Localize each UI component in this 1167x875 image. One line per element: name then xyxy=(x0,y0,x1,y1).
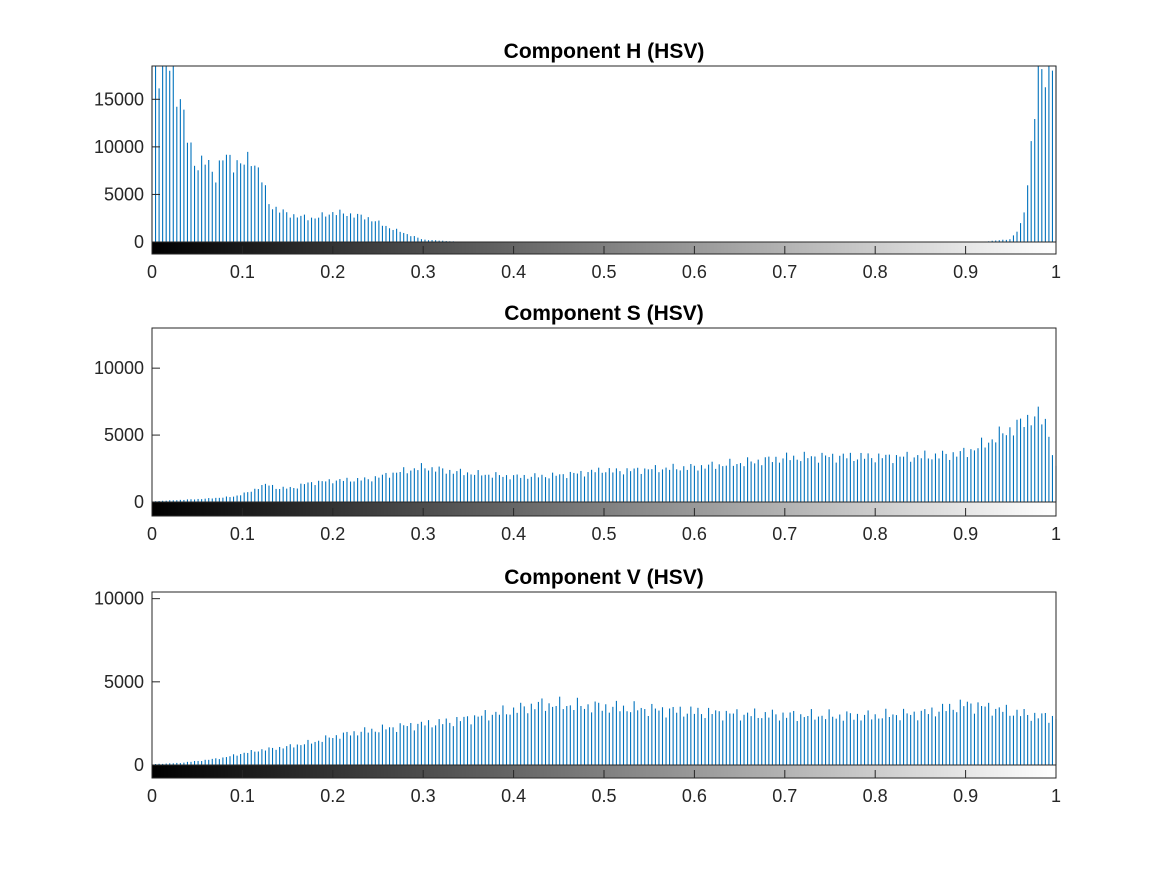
x-tick-label: 1 xyxy=(1051,262,1061,282)
panel-1: Component H (HSV) 0 5000 10000 15000 0 0.1 0.2 0… xyxy=(94,40,1061,282)
bar-series xyxy=(151,66,1057,242)
x-tick-label: 0.3 xyxy=(411,786,436,806)
x-tick-label: 0.5 xyxy=(591,524,616,544)
y-tick-label: 0 xyxy=(134,232,144,252)
x-tick-label: 1 xyxy=(1051,786,1061,806)
x-tick-label: 0.2 xyxy=(320,262,345,282)
x-tick-label: 0.4 xyxy=(501,524,526,544)
axes-box xyxy=(151,591,1057,779)
x-tick-label: 0.9 xyxy=(953,262,978,282)
x-tick-label: 0.2 xyxy=(320,786,345,806)
x-tick-label: 0.7 xyxy=(772,524,797,544)
y-tick-label: 15000 xyxy=(94,89,144,109)
axes-box xyxy=(151,65,1057,255)
x-tick-label: 0.1 xyxy=(230,262,255,282)
x-tick-label: 0.8 xyxy=(863,786,888,806)
x-tick-label: 0.9 xyxy=(953,524,978,544)
x-tick-label: 0 xyxy=(147,262,157,282)
x-tick-label: 0.4 xyxy=(501,262,526,282)
x-tick-label: 0.3 xyxy=(411,262,436,282)
x-tick-label: 1 xyxy=(1051,524,1061,544)
panel-title: Component S (HSV) xyxy=(504,302,704,325)
x-tick-label: 0 xyxy=(147,786,157,806)
x-tick-label: 0.8 xyxy=(863,524,888,544)
x-tick-label: 0.4 xyxy=(501,786,526,806)
y-tick-label: 5000 xyxy=(104,184,144,204)
x-tick-label: 0.1 xyxy=(230,524,255,544)
y-tick-label: 0 xyxy=(134,755,144,775)
y-tick-label: 10000 xyxy=(94,589,144,609)
x-tick-label: 0.5 xyxy=(591,262,616,282)
bar-series xyxy=(151,696,1057,765)
bar-series xyxy=(151,406,1057,502)
x-tick-label: 0.6 xyxy=(682,786,707,806)
x-tick-label: 0.3 xyxy=(411,524,436,544)
panel-3: Component V (HSV) 0 5000 10000 0 0.1 0.2 0.3 0.4… xyxy=(94,566,1061,806)
x-tick-label: 0.7 xyxy=(772,262,797,282)
x-tick-label: 0 xyxy=(147,524,157,544)
x-tick-label: 0.8 xyxy=(863,262,888,282)
y-tick-label: 5000 xyxy=(104,425,144,445)
panel-title: Component H (HSV) xyxy=(504,40,705,63)
x-tick-label: 0.2 xyxy=(320,524,345,544)
panel-title: Component V (HSV) xyxy=(504,566,704,589)
x-tick-label: 0.5 xyxy=(591,786,616,806)
x-tick-label: 0.1 xyxy=(230,786,255,806)
panel-2: Component S (HSV) 0 5000 10000 0 0.1 0.2 0.3 0.4… xyxy=(94,302,1061,544)
x-tick-label: 0.7 xyxy=(772,786,797,806)
y-tick-label: 0 xyxy=(134,492,144,512)
y-tick-label: 5000 xyxy=(104,672,144,692)
x-tick-label: 0.6 xyxy=(682,524,707,544)
y-tick-label: 10000 xyxy=(94,137,144,157)
axes-box xyxy=(151,327,1057,517)
y-tick-label: 10000 xyxy=(94,358,144,378)
x-tick-label: 0.6 xyxy=(682,262,707,282)
x-tick-label: 0.9 xyxy=(953,786,978,806)
